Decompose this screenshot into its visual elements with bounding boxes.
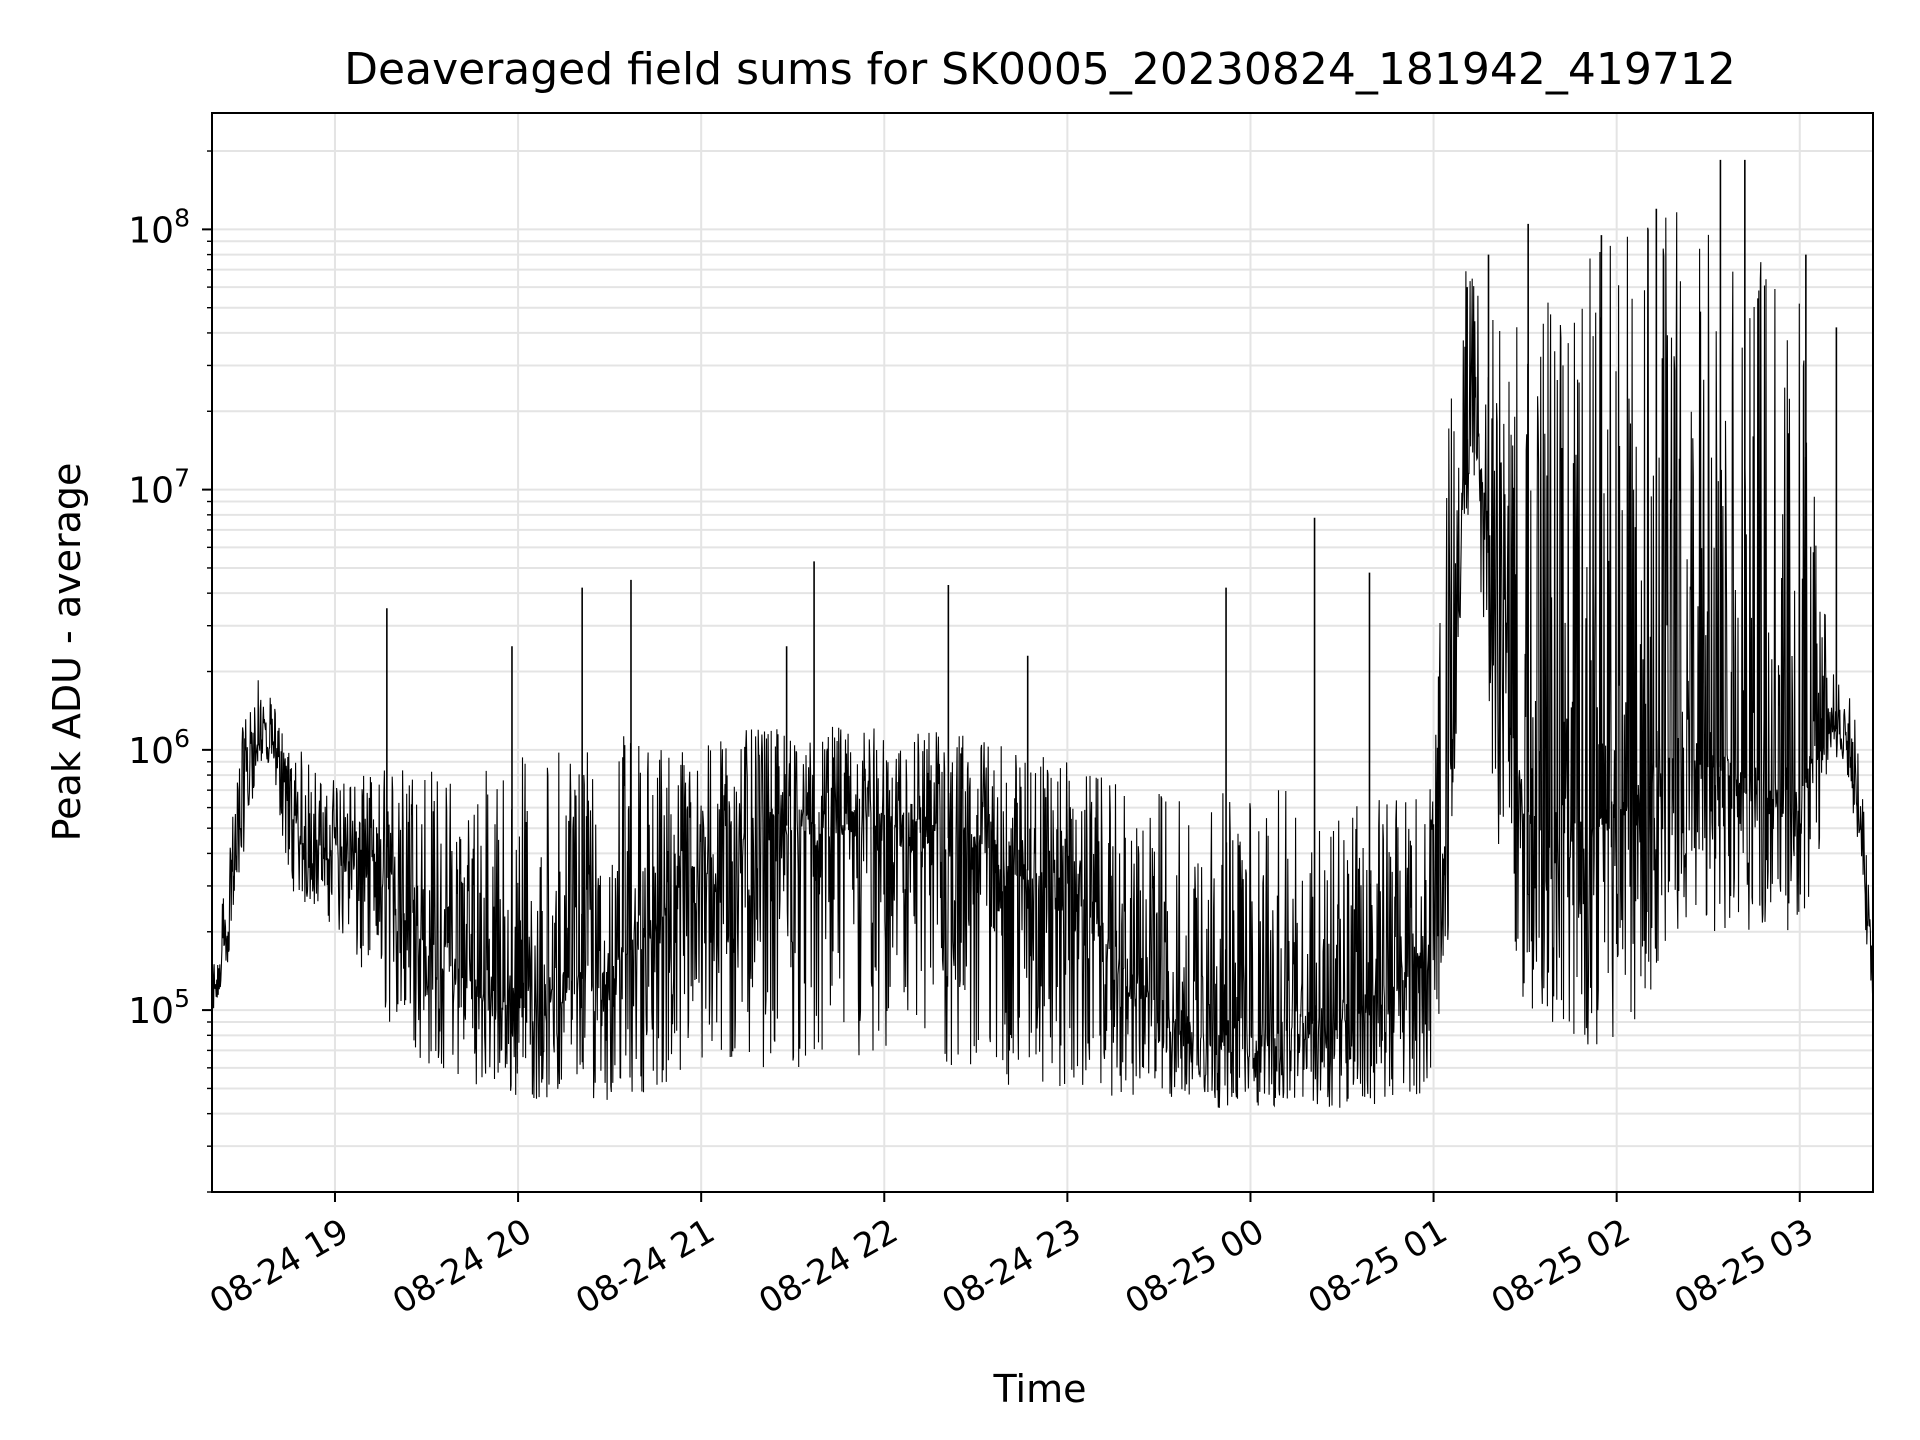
y-axis-label: Peak ADU - average <box>45 463 89 842</box>
y-tick-label: 107 <box>128 464 190 512</box>
y-tick-label: 105 <box>128 984 190 1032</box>
x-axis-label: Time <box>993 1367 1087 1411</box>
y-axis: 105 106 107 108 <box>128 150 212 1193</box>
y-tick-label: 106 <box>128 724 190 772</box>
plot-area <box>212 159 1873 1108</box>
y-tick-label: 108 <box>128 203 190 251</box>
series-group <box>212 159 1873 1108</box>
plot-frame <box>211 112 1874 1193</box>
series-line <box>212 212 1873 1108</box>
chart-title: Deaveraged field sums for SK0005_2023082… <box>344 44 1736 95</box>
